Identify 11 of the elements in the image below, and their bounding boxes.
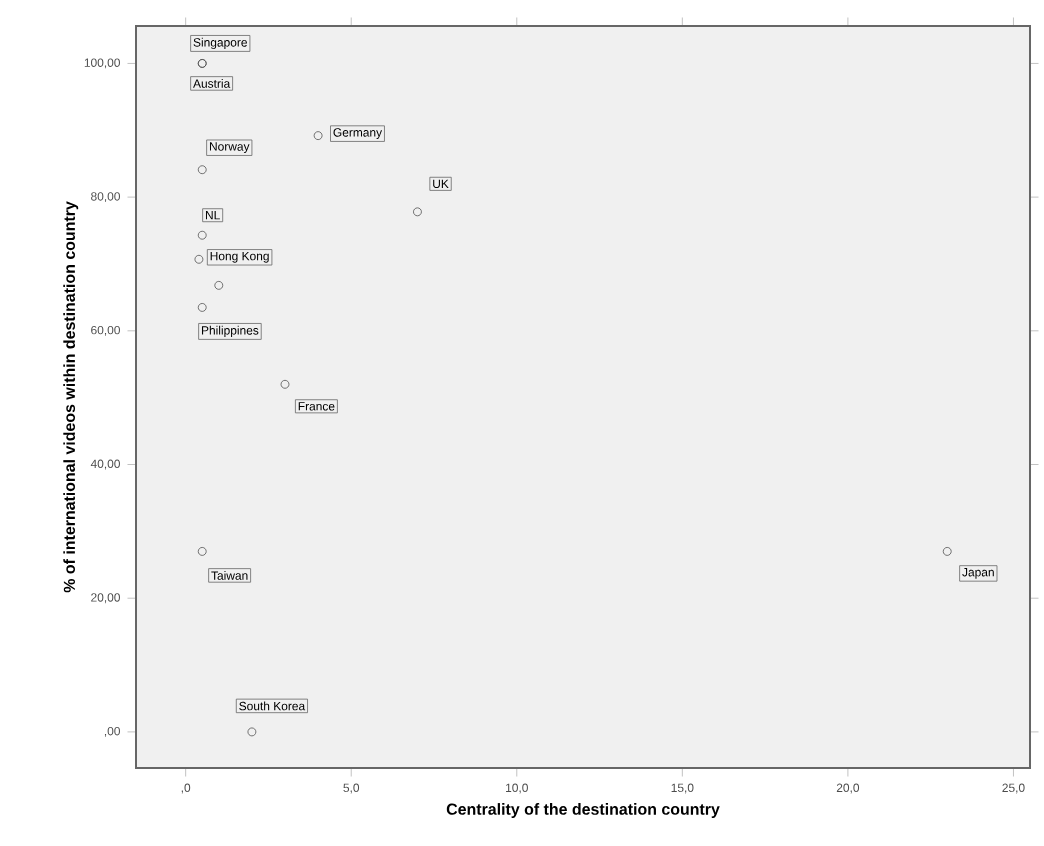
point xyxy=(194,254,204,264)
point xyxy=(214,280,224,290)
point xyxy=(313,131,323,141)
point xyxy=(197,303,207,312)
point xyxy=(413,207,422,217)
point xyxy=(197,230,207,240)
point xyxy=(197,547,207,556)
point xyxy=(280,379,290,389)
point xyxy=(247,727,257,737)
point xyxy=(197,165,207,175)
point xyxy=(942,547,952,556)
